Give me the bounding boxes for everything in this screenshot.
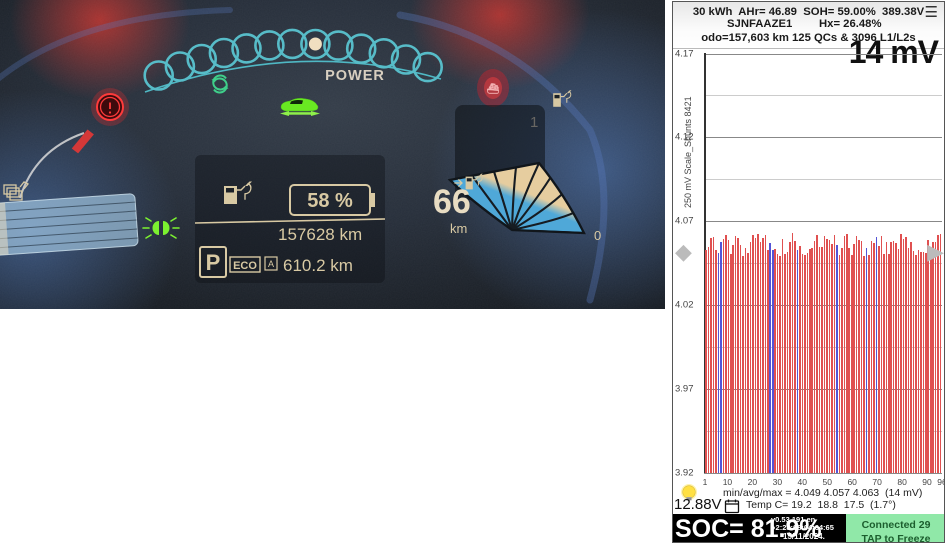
svg-text:P: P: [206, 250, 221, 275]
svg-text:157628 km: 157628 km: [278, 225, 362, 244]
svg-text:⛴: ⛴: [487, 83, 500, 95]
svg-text:A: A: [268, 259, 274, 269]
svg-text:ECO: ECO: [233, 260, 257, 272]
svg-text:0: 0: [594, 228, 601, 243]
svg-text:km: km: [450, 221, 467, 236]
svg-text:610.2 km: 610.2 km: [283, 256, 353, 275]
svg-text:POWER: POWER: [325, 68, 385, 84]
svg-text:66: 66: [433, 183, 471, 221]
svg-text:58 %: 58 %: [307, 190, 353, 212]
